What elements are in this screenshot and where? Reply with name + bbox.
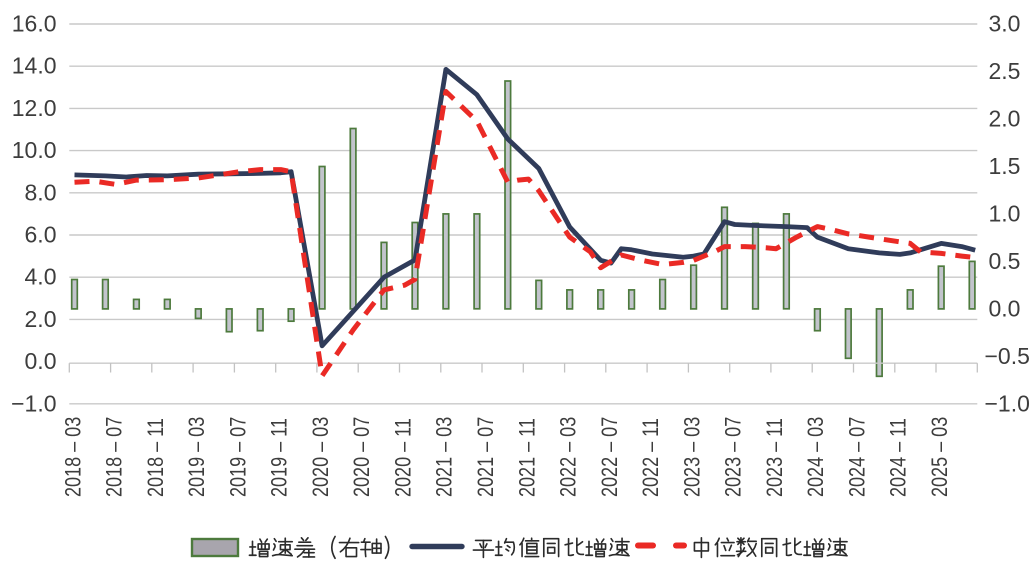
svg-text:2024 – 07: 2024 – 07 — [846, 417, 870, 497]
svg-text:2019 – 07: 2019 – 07 — [227, 417, 251, 497]
svg-text:2024 – 11: 2024 – 11 — [887, 418, 911, 497]
svg-text:0.5: 0.5 — [989, 248, 1021, 274]
svg-text:16.0: 16.0 — [12, 11, 57, 37]
svg-text:2023 – 07: 2023 – 07 — [722, 417, 746, 497]
svg-text:2019 – 03: 2019 – 03 — [186, 417, 210, 497]
svg-text:2021 – 03: 2021 – 03 — [433, 417, 457, 497]
svg-text:2025 – 03: 2025 – 03 — [928, 417, 952, 497]
svg-text:2.0: 2.0 — [989, 106, 1021, 132]
svg-text:14.0: 14.0 — [12, 53, 57, 79]
svg-text:2018 – 11: 2018 – 11 — [144, 418, 168, 497]
svg-text:0.0: 0.0 — [25, 348, 57, 374]
svg-text:2023 – 11: 2023 – 11 — [763, 418, 787, 497]
svg-text:2024 – 03: 2024 – 03 — [805, 417, 829, 497]
svg-text:4.0: 4.0 — [25, 264, 57, 290]
svg-text:2018 – 03: 2018 – 03 — [62, 417, 86, 497]
svg-text:2023 – 03: 2023 – 03 — [681, 417, 705, 497]
svg-text:2021 – 11: 2021 – 11 — [516, 418, 540, 497]
svg-text:−1.0: −1.0 — [985, 390, 1030, 416]
svg-text:1.0: 1.0 — [989, 200, 1021, 226]
svg-text:2020 – 11: 2020 – 11 — [392, 418, 416, 497]
svg-text:2022 – 03: 2022 – 03 — [557, 417, 581, 497]
svg-text:0.0: 0.0 — [989, 295, 1021, 321]
svg-text:8.0: 8.0 — [25, 179, 57, 205]
svg-text:3.0: 3.0 — [989, 11, 1021, 37]
svg-text:2.0: 2.0 — [25, 306, 57, 332]
svg-text:2021 – 07: 2021 – 07 — [474, 417, 498, 497]
svg-text:−0.5: −0.5 — [985, 343, 1030, 369]
svg-text:2019 – 11: 2019 – 11 — [268, 418, 292, 497]
svg-text:1.5: 1.5 — [989, 153, 1021, 179]
svg-text:2020 – 07: 2020 – 07 — [351, 417, 375, 497]
svg-text:10.0: 10.0 — [12, 137, 57, 163]
svg-text:2020 – 03: 2020 – 03 — [309, 417, 333, 497]
svg-text:2022 – 11: 2022 – 11 — [640, 418, 664, 497]
svg-text:2022 – 07: 2022 – 07 — [598, 417, 622, 497]
svg-text:2018 – 07: 2018 – 07 — [103, 417, 127, 497]
svg-text:6.0: 6.0 — [25, 222, 57, 248]
svg-text:−1.0: −1.0 — [11, 390, 56, 416]
svg-text:2.5: 2.5 — [989, 58, 1021, 84]
svg-text:12.0: 12.0 — [12, 95, 57, 121]
